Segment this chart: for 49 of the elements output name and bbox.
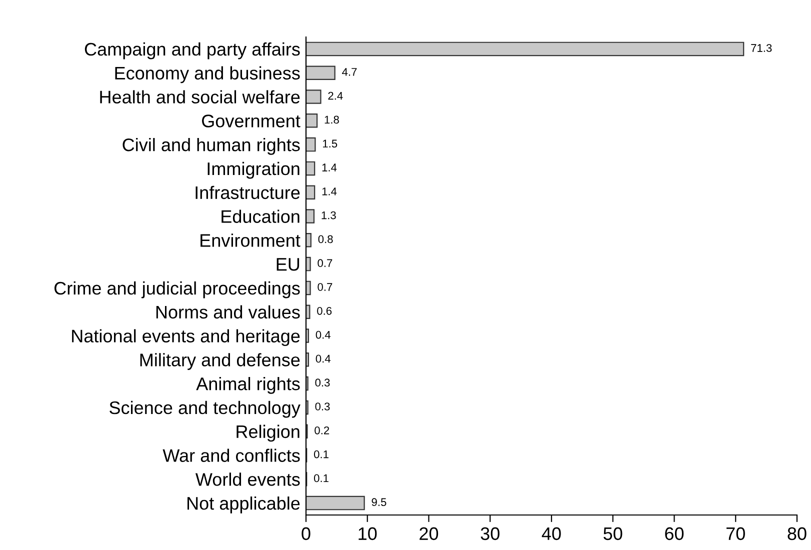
x-tick-label: 60 <box>665 527 684 540</box>
y-tick-label: Economy and business <box>115 66 300 84</box>
y-tick-label: Crime and judicial proceedings <box>54 281 300 298</box>
y-tick-label: EU <box>276 258 300 271</box>
y-tick-label: Environment <box>200 234 300 247</box>
data-label: 0.2 <box>314 426 330 434</box>
y-tick-label: National events and heritage <box>72 329 300 346</box>
x-tick-label: 40 <box>542 527 561 540</box>
x-tick-label: 80 <box>788 527 806 540</box>
x-tick-label: 20 <box>420 527 438 540</box>
y-tick-label: Government <box>202 114 300 128</box>
data-label: 0.8 <box>318 235 333 244</box>
data-label: 9.5 <box>372 498 386 506</box>
data-label: 1.4 <box>322 188 337 196</box>
y-tick-label: War and conflicts <box>162 448 300 462</box>
data-label: 1.4 <box>322 164 337 172</box>
y-tick-label: Science and technology <box>110 400 300 418</box>
data-label: 0.7 <box>318 283 332 291</box>
data-label: 1.3 <box>322 211 336 220</box>
x-tick-label: 0 <box>302 527 310 540</box>
y-tick-label: Military and defense <box>140 353 300 370</box>
data-label: 4.7 <box>342 68 357 76</box>
y-tick-label: Education <box>222 210 300 223</box>
x-tick-label: 70 <box>726 527 745 540</box>
data-label: 1.5 <box>323 140 338 148</box>
y-tick-label: Health and social welfare <box>100 90 300 104</box>
y-tick-label: Norms and values <box>156 305 300 319</box>
x-tick-label: 50 <box>604 527 622 540</box>
data-label: 0.3 <box>315 378 330 387</box>
y-tick-label: Civil and human rights <box>122 138 300 155</box>
data-label: 0.3 <box>315 402 330 410</box>
data-label: 71.3 <box>751 44 772 52</box>
y-tick-label: Not applicable <box>188 496 300 514</box>
data-label: 0.4 <box>316 354 331 363</box>
data-label: 0.6 <box>317 306 332 315</box>
y-tick-label: Campaign and party affairs <box>84 42 300 60</box>
y-tick-label: Infrastructure <box>196 186 300 200</box>
data-label: 0.4 <box>316 330 331 339</box>
y-tick-label: Religion <box>236 424 300 442</box>
data-label: 1.8 <box>324 116 339 124</box>
y-tick-label: Animal rights <box>196 377 300 394</box>
data-label: 0.1 <box>314 474 328 482</box>
x-tick-label: 30 <box>480 527 500 540</box>
data-label: 2.4 <box>328 92 343 100</box>
data-label: 0.7 <box>318 259 332 268</box>
y-tick-label: Immigration <box>208 162 300 179</box>
data-label: 0.1 <box>314 450 328 458</box>
y-tick-label: World events <box>195 472 300 486</box>
x-tick-label: 10 <box>358 527 377 540</box>
